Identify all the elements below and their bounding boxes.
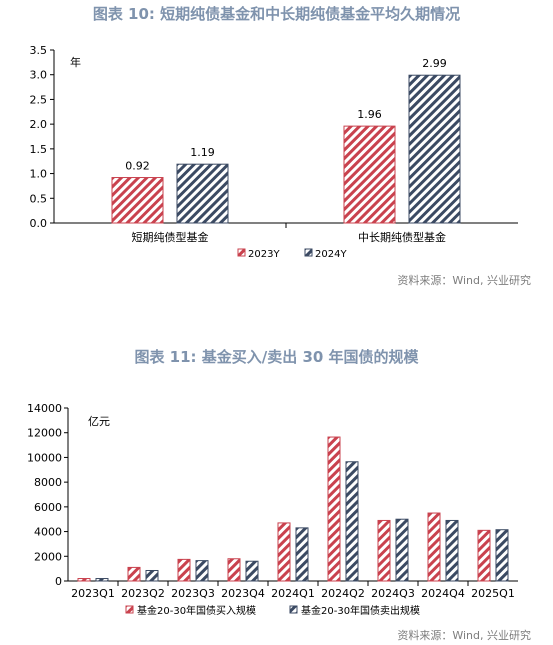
y-tick-label: 10000	[27, 451, 62, 464]
x-category-label: 2023Q1	[71, 587, 115, 600]
y-tick-label: 6000	[34, 501, 62, 514]
bar	[95, 578, 109, 582]
x-category-label: 2024Q2	[321, 587, 365, 600]
legend-label: 2024Y	[315, 249, 347, 260]
data-label: 2.99	[422, 57, 447, 70]
bar	[177, 558, 191, 582]
data-label: 1.96	[357, 108, 382, 121]
legend-swatch	[304, 248, 313, 257]
bar	[127, 566, 141, 582]
chart2-source: 资料来源：Wind, 兴业研究	[397, 629, 531, 642]
bar	[395, 518, 409, 582]
bar	[145, 569, 159, 582]
bar	[245, 560, 259, 582]
y-tick-label: 0.5	[30, 192, 48, 205]
x-category-label: 短期纯债型基金	[132, 230, 209, 244]
bar	[77, 578, 91, 582]
legend-label: 基金20-30年国债买入规模	[137, 604, 256, 617]
chart1-unit-label: 年	[70, 55, 81, 69]
x-category-label: 2023Q3	[171, 587, 215, 600]
bar	[495, 529, 509, 582]
y-tick-label: 1.5	[30, 143, 48, 156]
bar	[111, 177, 164, 224]
legend-swatch	[125, 605, 134, 614]
bar	[445, 519, 459, 582]
data-label: 0.92	[125, 160, 150, 173]
bar	[427, 512, 441, 582]
duration-chart: 年 0.0 0.5 1.0 1.5 2.0 2.5 3.0 3.5 0.92 1.19 短期纯债型基…	[30, 44, 518, 260]
bar	[295, 527, 309, 582]
chart2-title: 图表 11: 基金买入/卖出 30 年国债的规模	[134, 348, 419, 366]
x-category-label: 2024Q1	[271, 587, 315, 600]
bar	[277, 522, 291, 582]
chart1-title: 图表 10: 短期纯债基金和中长期纯债基金平均久期情况	[92, 5, 461, 23]
bar	[377, 519, 391, 582]
x-category-label: 2024Q3	[371, 587, 415, 600]
bar	[343, 125, 396, 224]
bar	[227, 558, 241, 582]
data-label: 1.19	[190, 146, 215, 159]
legend-label: 2023Y	[248, 249, 280, 260]
bar	[327, 436, 341, 582]
x-category-label: 中长期纯债型基金	[358, 230, 446, 244]
y-tick-label: 1.0	[30, 168, 48, 181]
legend-swatch	[289, 605, 298, 614]
bar	[176, 163, 229, 224]
x-category-label: 2023Q4	[221, 587, 265, 600]
y-tick-label: 2.5	[30, 93, 48, 106]
y-tick-label: 2.0	[30, 118, 48, 131]
x-category-label: 2023Q2	[121, 587, 165, 600]
legend-label: 基金20-30年国债卖出规模	[301, 604, 420, 617]
y-tick-label: 14000	[27, 402, 62, 415]
y-tick-label: 12000	[27, 427, 62, 440]
trading-volume-chart: 亿元 0 2000 4000 6000 8000 10000 12000 14000 2023Q…	[27, 402, 518, 617]
y-tick-label: 3.0	[30, 69, 48, 82]
bar	[195, 560, 209, 582]
y-tick-label: 3.5	[30, 44, 48, 57]
bar	[477, 529, 491, 582]
y-tick-label: 4000	[34, 526, 62, 539]
y-tick-label: 8000	[34, 476, 62, 489]
y-tick-label: 0	[55, 575, 62, 588]
y-tick-label: 2000	[34, 550, 62, 563]
chart1-source: 资料来源：Wind, 兴业研究	[397, 274, 531, 287]
bar	[345, 461, 359, 582]
legend-swatch	[237, 248, 246, 257]
y-tick-label: 0.0	[30, 217, 48, 230]
chart2-unit-label: 亿元	[88, 415, 110, 428]
x-category-label: 2025Q1	[471, 587, 515, 600]
bar	[408, 74, 461, 224]
x-category-label: 2024Q4	[421, 587, 465, 600]
